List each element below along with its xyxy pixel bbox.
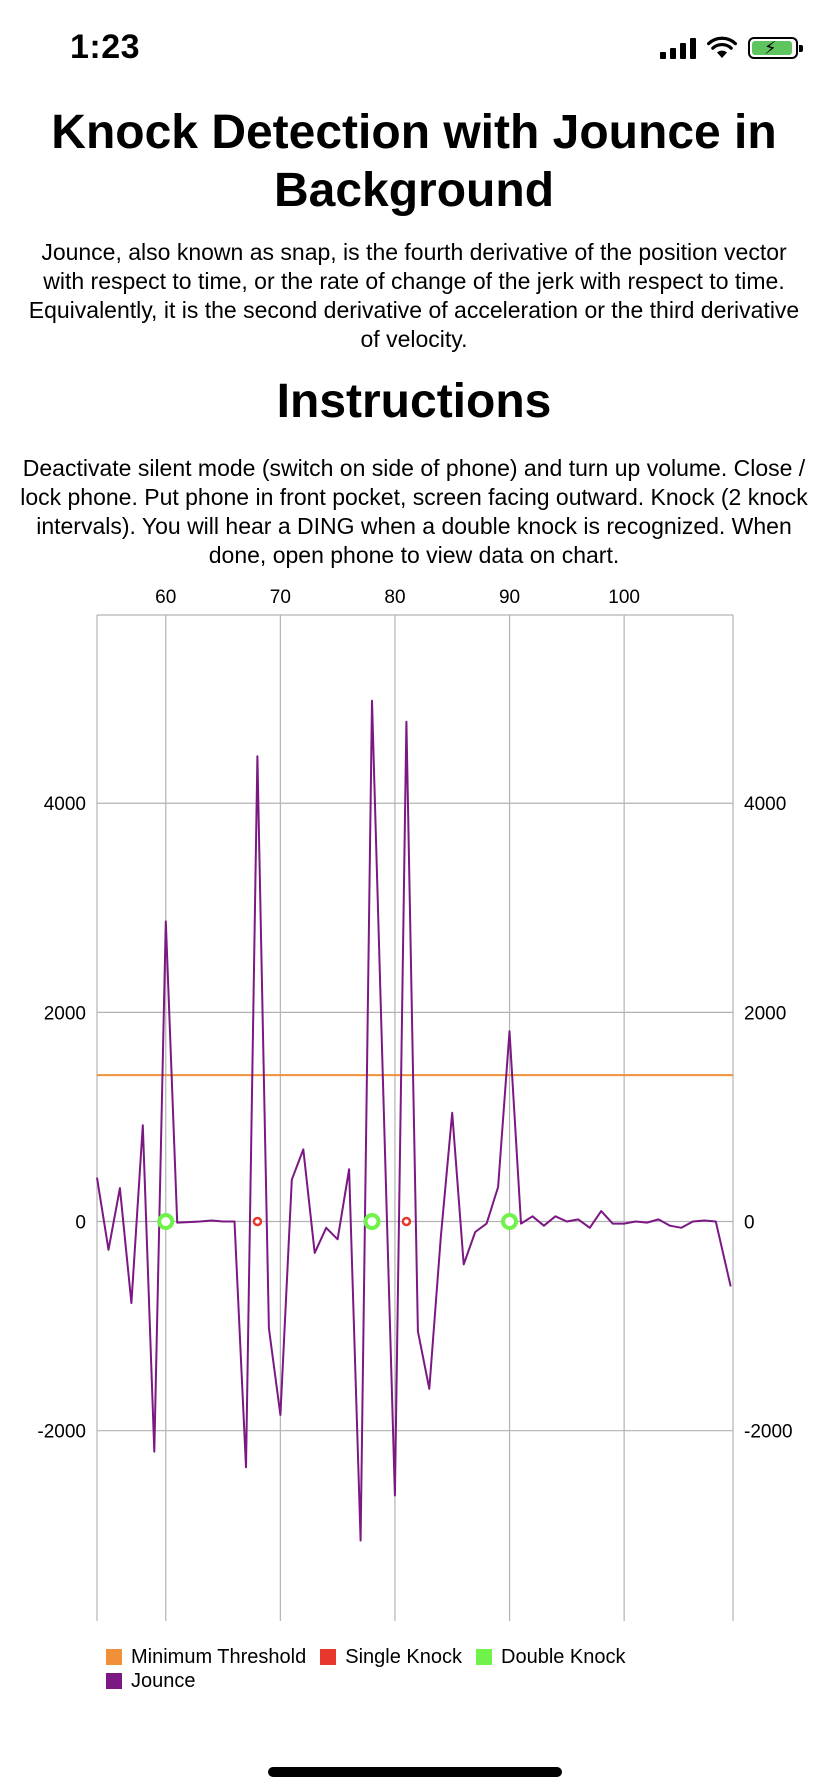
y-tick-label-left: -2000 xyxy=(37,1422,86,1443)
x-tick-label: 60 xyxy=(155,587,176,608)
page-title: Knock Detection with Jounce in Backgroun… xyxy=(51,106,777,217)
status-bar: 1:23 ⚡ xyxy=(0,0,828,100)
x-tick-label: 70 xyxy=(270,587,291,608)
bolt-icon: ⚡ xyxy=(764,38,777,58)
legend-swatch xyxy=(106,1649,122,1665)
legend-label: Single Knock xyxy=(345,1646,462,1668)
chart-legend: Minimum Threshold Single Knock Double Kn… xyxy=(106,1645,626,1693)
y-tick-label-right: -2000 xyxy=(744,1422,793,1443)
double-knock-point xyxy=(501,1213,519,1231)
instructions-heading: Instructions xyxy=(276,375,552,428)
legend-item-double-knock: Double Knock xyxy=(476,1645,626,1669)
y-tick-label-left: 0 xyxy=(75,1213,86,1234)
legend-item-minimum-threshold: Minimum Threshold xyxy=(106,1645,306,1669)
home-indicator[interactable] xyxy=(268,1767,562,1777)
battery-charging-icon: ⚡ xyxy=(748,37,803,59)
status-icons: ⚡ xyxy=(660,36,803,60)
single-knock-point xyxy=(401,1216,412,1227)
legend-item-single-knock: Single Knock xyxy=(320,1645,462,1669)
jounce-chart[interactable]: 60 70 80 90 100 -2000 -2000 0 0 2000 2000 4000 4000 xyxy=(0,580,828,1640)
legend-label: Jounce xyxy=(131,1670,196,1692)
legend-label: Minimum Threshold xyxy=(131,1646,307,1668)
status-time: 1:23 xyxy=(70,28,141,66)
legend-swatch xyxy=(106,1673,122,1689)
jounce-series-line xyxy=(96,699,732,1542)
cellular-signal-icon xyxy=(660,37,696,59)
y-tick-label-left: 4000 xyxy=(44,794,86,815)
legend-row: Jounce xyxy=(106,1669,626,1693)
y-tick-label-left: 2000 xyxy=(44,1003,86,1024)
x-tick-label: 100 xyxy=(608,587,640,608)
double-knock-point xyxy=(363,1213,381,1231)
y-tick-label-right: 2000 xyxy=(744,1003,786,1024)
legend-row: Minimum Threshold Single Knock Double Kn… xyxy=(106,1645,626,1669)
double-knock-point xyxy=(157,1213,175,1231)
x-tick-label: 80 xyxy=(384,587,405,608)
battery-level xyxy=(752,41,792,55)
legend-swatch xyxy=(320,1649,337,1665)
legend-item-jounce: Jounce xyxy=(106,1669,196,1693)
single-knock-point xyxy=(252,1216,263,1227)
jounce-description: Jounce, also known as snap, is the fourt… xyxy=(28,239,800,352)
wifi-icon xyxy=(707,36,737,58)
legend-swatch xyxy=(476,1649,492,1665)
legend-label: Double Knock xyxy=(501,1646,626,1668)
y-tick-label-right: 4000 xyxy=(744,794,786,815)
instructions-text: Deactivate silent mode (switch on side o… xyxy=(20,455,808,568)
x-tick-label: 90 xyxy=(499,587,520,608)
y-tick-label-right: 0 xyxy=(744,1213,755,1234)
